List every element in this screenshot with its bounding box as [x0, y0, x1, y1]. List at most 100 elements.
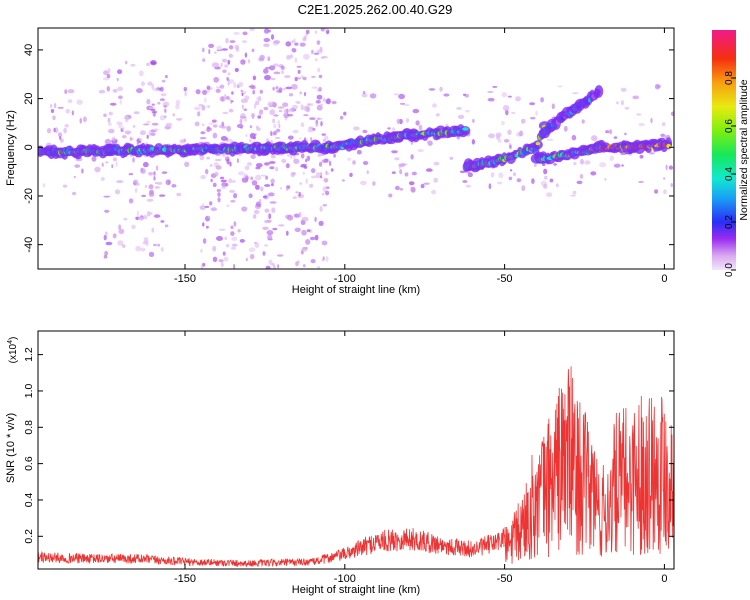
spectral-speckle — [103, 195, 111, 198]
spectral-speckle — [307, 103, 311, 106]
snr-ytick-label: 0.2 — [23, 529, 35, 544]
spectral-speckle — [59, 138, 64, 143]
spectral-speckle — [277, 254, 284, 257]
spectral-speckle — [217, 192, 221, 197]
spectral-speckle — [116, 77, 119, 82]
spectral-speckle — [165, 122, 173, 127]
spectrogram-xtick-label: 0 — [661, 273, 667, 285]
spectral-speckle — [239, 118, 243, 125]
spectral-speckle — [576, 180, 583, 185]
spectral-speckle — [584, 160, 591, 165]
spectral-speckle — [339, 115, 344, 120]
spectral-speckle — [294, 227, 301, 232]
ridge-core — [535, 142, 541, 146]
spectral-speckle — [231, 236, 238, 241]
spectral-speckle — [213, 76, 220, 83]
spectral-speckle — [670, 111, 674, 117]
spectral-speckle — [219, 84, 225, 89]
spectral-speckle — [225, 183, 229, 187]
spectral-speckle — [118, 224, 122, 231]
spectral-speckle — [267, 234, 273, 240]
spectral-speckle — [64, 124, 69, 128]
spectral-speckle — [543, 183, 548, 189]
spectral-speckle — [225, 244, 230, 248]
spectral-speckle — [138, 217, 144, 221]
spectral-speckle — [153, 128, 159, 131]
spectral-speckle — [244, 134, 248, 137]
spectral-speckle — [431, 189, 437, 195]
snr-multiplier: (x104) — [7, 337, 19, 364]
spectral-speckle — [161, 171, 168, 175]
spectral-speckle — [249, 28, 255, 32]
spectral-speckle — [154, 185, 160, 189]
spectral-speckle — [305, 106, 310, 113]
spectral-speckle — [435, 113, 440, 117]
spectral-speckle — [143, 123, 150, 126]
spectral-speckle — [221, 186, 227, 189]
spectral-speckle — [265, 265, 271, 269]
spectral-speckle — [306, 229, 311, 233]
spectral-speckle — [231, 100, 234, 103]
spectral-speckle — [372, 181, 376, 186]
spectral-speckle — [495, 132, 502, 138]
spectral-speckle — [200, 174, 206, 180]
ridge-core — [597, 89, 601, 94]
spectral-speckle — [621, 164, 624, 167]
spectral-speckle — [271, 263, 275, 266]
spectral-speckle — [291, 40, 294, 43]
spectral-speckle — [403, 103, 410, 107]
spectral-speckle — [260, 186, 264, 192]
spectral-speckle — [258, 109, 264, 115]
spectral-speckle — [183, 87, 187, 92]
spectral-speckle — [220, 179, 227, 183]
spectral-speckle — [264, 74, 271, 81]
spectral-speckle — [241, 40, 248, 44]
spectral-speckle — [295, 100, 301, 104]
spectral-speckle — [201, 123, 205, 127]
spectral-speckle — [497, 181, 503, 185]
spectral-speckle — [53, 127, 56, 133]
spectral-speckle — [278, 110, 283, 113]
spectral-speckle — [311, 86, 318, 89]
spectral-speckle — [591, 135, 598, 142]
spectral-speckle — [309, 117, 316, 120]
spectral-speckle — [297, 260, 300, 264]
spectral-speckle — [553, 163, 557, 166]
spectral-speckle — [150, 212, 153, 215]
spectral-speckle — [152, 88, 159, 92]
spectral-speckle — [258, 57, 265, 62]
spectral-speckle — [221, 58, 228, 63]
spectral-speckle — [255, 184, 260, 190]
spectral-speckle — [229, 161, 232, 167]
spectral-speckle — [515, 96, 521, 102]
spectral-speckle — [278, 124, 281, 128]
spectral-speckle — [94, 166, 101, 173]
spectral-speckle — [148, 184, 154, 190]
spectral-speckle — [285, 86, 293, 90]
spectral-speckle — [321, 159, 328, 164]
spectral-speckle — [285, 163, 290, 169]
spectral-speckle — [315, 58, 318, 62]
spectral-speckle — [230, 246, 237, 250]
spectral-speckle — [168, 179, 171, 185]
spectral-speckle — [184, 161, 190, 168]
spectral-speckle — [280, 65, 285, 71]
spectral-speckle — [288, 93, 294, 97]
spectral-speckle — [315, 172, 322, 179]
spectral-speckle — [353, 126, 360, 131]
spectral-speckle — [159, 115, 166, 121]
spectral-speckle — [427, 140, 430, 144]
spectral-speckle — [153, 214, 161, 218]
spectral-speckle — [243, 117, 248, 122]
spectral-speckle — [293, 213, 300, 218]
spectral-speckle — [234, 44, 240, 50]
spectral-speckle — [263, 106, 269, 111]
spectral-speckle — [241, 92, 244, 97]
spectral-speckle — [252, 89, 255, 95]
spectral-speckle — [146, 134, 149, 139]
spectral-speckle — [286, 214, 294, 221]
spectral-speckle — [270, 179, 275, 183]
spectral-speckle — [333, 153, 336, 158]
spectral-speckle — [563, 125, 568, 132]
